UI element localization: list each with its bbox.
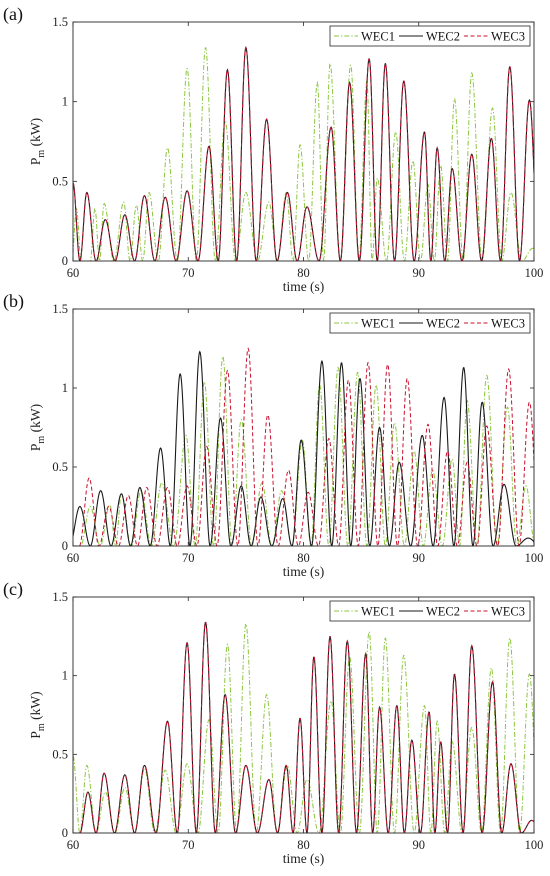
y-tick-label: 0 <box>62 826 68 840</box>
x-tick-label: 100 <box>525 551 544 565</box>
y-axis-title: Pm (kW) <box>28 691 47 738</box>
legend: WEC1 WEC2 WEC3 <box>329 25 531 47</box>
legend-label-wec3: WEC3 <box>491 605 525 619</box>
series-line-wec1 <box>73 355 534 546</box>
x-tick-label: 60 <box>67 838 80 852</box>
y-tick-label: 1.5 <box>52 590 68 604</box>
legend-label-wec1: WEC1 <box>361 30 395 44</box>
legend-label-wec2: WEC2 <box>426 30 460 44</box>
x-tick-label: 60 <box>67 266 80 280</box>
chart-panel-2: (b) 60 70 80 90 100 0 0.5 1 1.5 time (s) Pm (kW) WEC… <box>3 291 543 579</box>
series-line-wec1 <box>73 622 534 833</box>
y-tick-label: 1.5 <box>52 302 68 316</box>
y-tick-label: 1.5 <box>52 15 68 29</box>
panel-label: (a) <box>3 4 23 25</box>
y-tick-label: 0.5 <box>52 174 68 188</box>
y-tick-label: 0 <box>62 254 68 268</box>
y-tick-label: 0.5 <box>52 747 68 761</box>
chart-panel-3: (c) 60 70 80 90 100 0 0.5 1 1.5 time (s) Pm (kW) WEC… <box>3 579 543 866</box>
y-axis-title: Pm (kW) <box>28 404 47 451</box>
panel-label: (b) <box>3 291 24 312</box>
panel-label: (c) <box>3 579 23 600</box>
legend-box <box>329 600 531 622</box>
x-tick-label: 90 <box>413 266 426 280</box>
x-tick-label: 70 <box>182 266 195 280</box>
x-tick-label: 70 <box>182 838 195 852</box>
y-tick-label: 1 <box>62 669 68 683</box>
legend-label-wec3: WEC3 <box>491 317 525 331</box>
chart-panel-1: (a) 60 70 80 90 100 0 0.5 1 1.5 time (s) Pm (kW) WEC… <box>3 4 543 294</box>
series-line-wec3 <box>73 46 534 261</box>
plot-area <box>73 309 534 546</box>
x-tick-label: 60 <box>67 551 80 565</box>
x-axis-title: time (s) <box>283 279 325 294</box>
series-line-wec1 <box>73 47 534 261</box>
legend-label-wec2: WEC2 <box>426 605 460 619</box>
legend-label-wec1: WEC1 <box>361 317 395 331</box>
y-axis-title: Pm (kW) <box>28 118 47 165</box>
x-tick-label: 70 <box>182 551 195 565</box>
y-tick-label: 0.5 <box>52 460 68 474</box>
legend-label-wec2: WEC2 <box>426 317 460 331</box>
x-tick-label: 80 <box>297 551 310 565</box>
x-tick-label: 100 <box>525 838 544 852</box>
x-axis-title: time (s) <box>283 564 325 579</box>
legend-label-wec1: WEC1 <box>361 605 395 619</box>
y-tick-label: 0 <box>62 539 68 553</box>
x-tick-label: 80 <box>297 838 310 852</box>
x-tick-label: 80 <box>297 266 310 280</box>
x-axis-title: time (s) <box>283 851 325 866</box>
legend-box <box>329 25 531 47</box>
y-tick-label: 1 <box>62 381 68 395</box>
y-tick-label: 1 <box>62 95 68 109</box>
x-tick-label: 100 <box>525 266 544 280</box>
legend: WEC1 WEC2 WEC3 <box>329 600 531 622</box>
legend-box <box>329 312 531 334</box>
x-tick-label: 90 <box>413 551 426 565</box>
legend-label-wec3: WEC3 <box>491 30 525 44</box>
series-line-wec3 <box>73 621 534 833</box>
x-tick-label: 90 <box>413 838 426 852</box>
legend: WEC1 WEC2 WEC3 <box>329 312 531 334</box>
